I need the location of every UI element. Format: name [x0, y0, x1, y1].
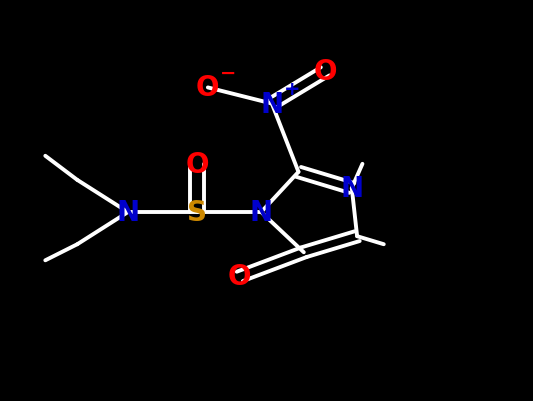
Text: N: N	[116, 198, 140, 227]
Text: N: N	[260, 90, 284, 118]
Text: S: S	[187, 198, 207, 227]
Text: −: −	[220, 63, 236, 83]
Text: O: O	[313, 58, 337, 86]
Text: O: O	[196, 74, 220, 102]
Text: +: +	[284, 79, 300, 99]
Text: N: N	[249, 198, 273, 227]
Text: N: N	[340, 174, 364, 203]
Text: O: O	[185, 150, 209, 178]
Text: O: O	[228, 263, 252, 291]
